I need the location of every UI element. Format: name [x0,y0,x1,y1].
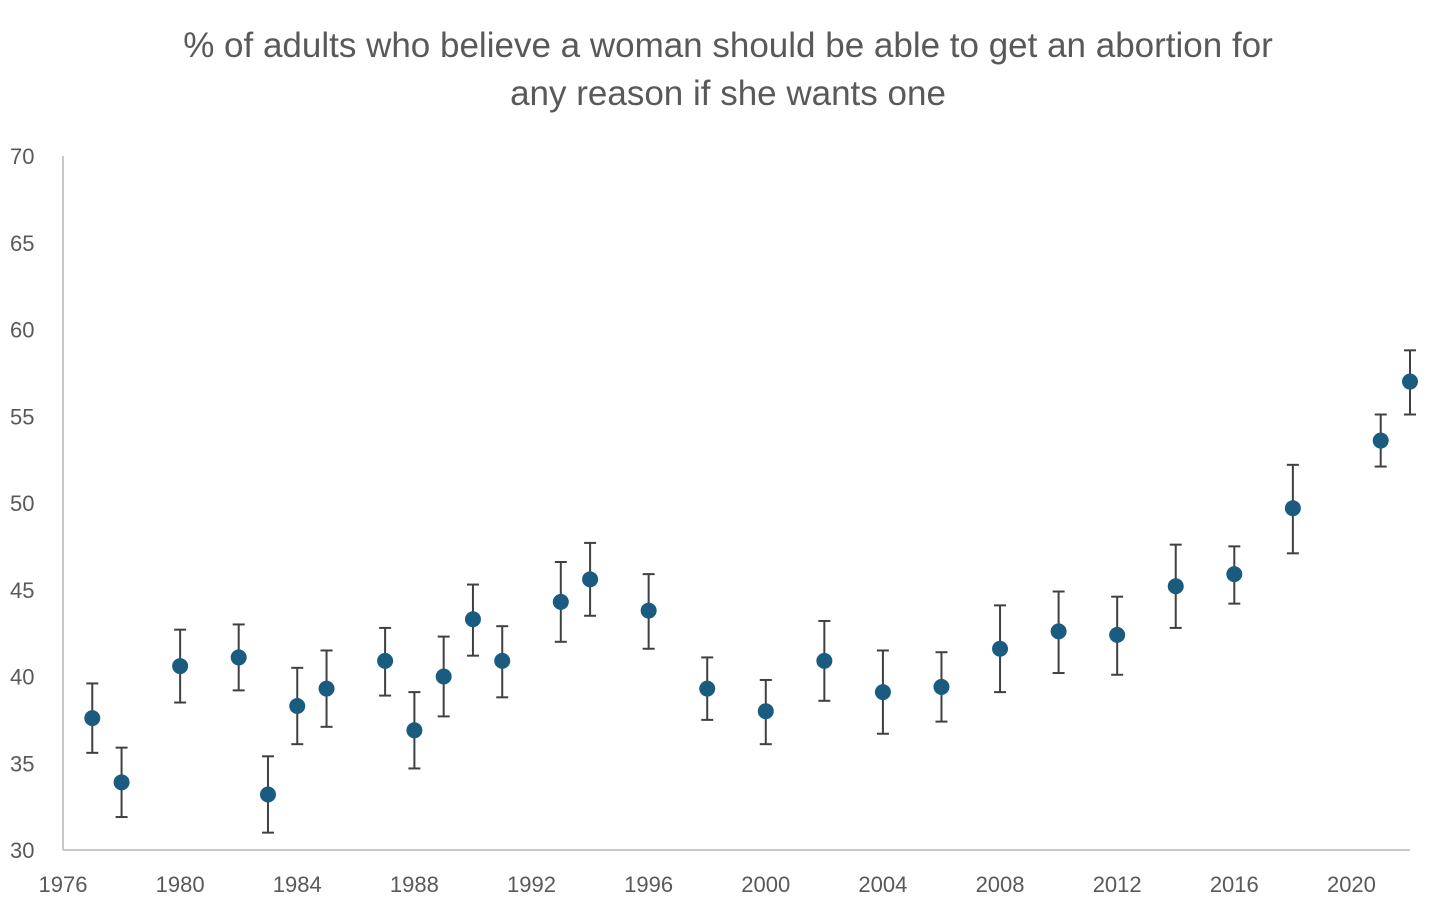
y-tick-label: 60 [10,318,34,343]
data-point [1167,578,1184,595]
data-point [552,593,569,610]
chart-title-line-2: any reason if she wants one [510,74,946,113]
data-point [113,774,130,791]
x-tick-label: 1996 [624,872,673,897]
data-point [874,684,891,701]
data-point [699,680,716,697]
data-point [816,652,833,669]
data-point [1372,432,1389,449]
data-point [259,786,276,803]
chart-title-line-1: % of adults who believe a woman should b… [183,26,1273,65]
data-points [84,373,1418,803]
y-tick-label: 65 [10,231,34,256]
data-point [933,678,950,695]
data-point [84,710,101,727]
y-tick-label: 70 [10,144,34,169]
data-point [582,571,599,588]
data-point [1050,623,1067,640]
x-tick-label: 2000 [741,872,790,897]
data-point [377,652,394,669]
y-axis-ticks: 30 35 40 45 50 55 60 65 70 [10,144,34,863]
y-tick-label: 55 [10,404,34,429]
x-tick-label: 1988 [390,872,439,897]
x-tick-label: 1980 [156,872,205,897]
x-tick-label: 2008 [976,872,1025,897]
x-tick-label: 2012 [1093,872,1142,897]
axes [62,156,1410,851]
data-point [494,652,511,669]
data-point [757,703,774,720]
y-tick-label: 40 [10,665,34,690]
x-tick-label: 2004 [858,872,907,897]
error-bars [86,349,1416,834]
x-tick-label: 1984 [273,872,322,897]
data-point [435,668,452,685]
x-tick-label: 1976 [39,872,88,897]
data-point [992,640,1009,657]
data-point [230,649,247,666]
x-axis-ticks: 1976 1980 1984 1988 1992 1996 2000 2004 2008 2012… [39,872,1376,897]
y-tick-label: 35 [10,751,34,776]
data-point [1226,566,1243,583]
data-point [464,611,481,628]
data-point [172,658,189,675]
data-point [1402,373,1418,390]
data-point [318,680,335,697]
data-point [406,722,423,739]
data-point [1109,626,1126,643]
x-tick-label: 2016 [1210,872,1259,897]
y-tick-label: 50 [10,491,34,516]
chart-title: % of adults who believe a woman should b… [0,22,1456,118]
x-tick-label: 1992 [507,872,556,897]
data-point [289,697,306,714]
x-tick-label: 2020 [1327,872,1376,897]
data-point [1284,500,1301,517]
data-point [640,602,657,619]
y-tick-label: 45 [10,578,34,603]
y-tick-label: 30 [10,838,34,863]
